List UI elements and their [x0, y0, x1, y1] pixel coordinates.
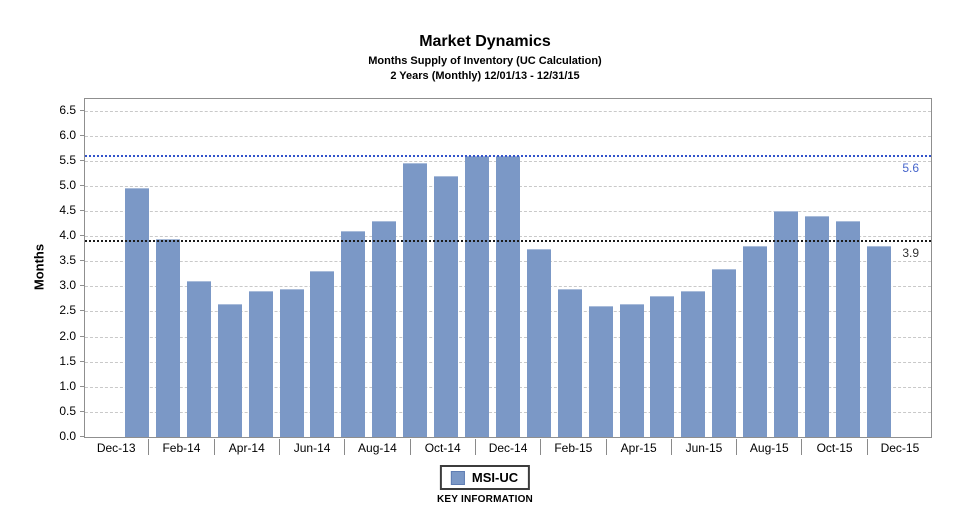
bar-jun-14 — [310, 271, 335, 437]
x-tick-label-aug-14: Aug-14 — [344, 439, 409, 455]
x-axis-labels: Dec-13 Feb-14 Apr-14 Jun-14 Aug-14 Oct-14 Dec-… — [84, 439, 932, 455]
bar-aug-14 — [372, 221, 397, 437]
y-tick-label: 6.0 — [59, 127, 76, 142]
bar-jul-14 — [341, 231, 366, 437]
bar-may-15 — [650, 296, 675, 437]
bar-jan-15 — [526, 248, 551, 437]
x-tick-label-feb-15: Feb-15 — [540, 439, 605, 455]
bar-sep-15 — [774, 211, 799, 437]
bar-dec-14 — [495, 155, 520, 437]
x-tick-label-feb-14: Feb-14 — [148, 439, 213, 455]
reference-line-3.9 — [85, 240, 931, 243]
y-tick-mark — [80, 360, 84, 362]
x-tick-label-jun-15: Jun-15 — [670, 439, 736, 455]
y-tick-label: 4.5 — [59, 202, 76, 217]
legend: MSI-UC — [439, 465, 531, 490]
x-tick-label-dec-13: Dec-13 — [96, 441, 136, 455]
y-tick-label: 1.5 — [59, 353, 76, 368]
reference-line-label-5.6: 5.6 — [902, 160, 919, 175]
plot-area: 5.6 3.9 — [84, 98, 932, 438]
x-tick-label-dec-15: Dec-15 — [866, 439, 932, 455]
key-information-label: KEY INFORMATION — [437, 494, 533, 505]
x-tick-label-jun-14: Jun-14 — [278, 439, 344, 455]
bar-jan-14 — [155, 238, 180, 437]
y-tick-mark — [80, 209, 84, 211]
legend-swatch-icon — [450, 470, 465, 485]
gridline — [85, 110, 931, 112]
x-tick-label-aug-15: Aug-15 — [736, 439, 801, 455]
y-tick-mark — [80, 134, 84, 136]
y-tick-label: 2.0 — [59, 328, 76, 343]
y-tick-label: 4.0 — [59, 228, 76, 243]
bar-feb-15 — [557, 288, 582, 437]
bar-aug-15 — [743, 246, 768, 437]
y-tick-label: 2.5 — [59, 303, 76, 318]
y-tick-label: 0.0 — [59, 429, 76, 443]
bar-mar-14 — [217, 303, 242, 437]
reference-line-5.6 — [85, 154, 931, 157]
bar-oct-15 — [804, 216, 829, 437]
y-tick-mark — [80, 235, 84, 237]
legend-label: MSI-UC — [471, 470, 519, 485]
bar-feb-14 — [186, 281, 211, 437]
y-tick-label: 1.0 — [59, 378, 76, 393]
bar-dec-13 — [125, 188, 149, 437]
y-tick-mark — [80, 285, 84, 287]
bar-may-14 — [279, 288, 304, 437]
bar-jul-15 — [712, 268, 737, 437]
gridline — [85, 135, 931, 137]
y-tick-mark — [80, 335, 84, 337]
reference-line-label-3.9: 3.9 — [902, 246, 919, 261]
bar-jun-15 — [681, 291, 706, 437]
bar-nov-14 — [464, 155, 489, 437]
y-tick-label: 5.5 — [59, 152, 76, 167]
y-tick-mark — [80, 410, 84, 412]
x-tick-label-apr-15: Apr-15 — [605, 439, 671, 455]
chart-subtitle-line2: 2 Years (Monthly) 12/01/13 - 12/31/15 — [390, 70, 580, 82]
bar-mar-15 — [588, 306, 613, 437]
bar-apr-14 — [248, 291, 273, 437]
bar-apr-15 — [619, 303, 644, 437]
bar-sep-14 — [403, 163, 428, 437]
y-tick-mark — [80, 159, 84, 161]
x-tick-label-dec-14: Dec-14 — [474, 439, 540, 455]
x-tick-label-apr-14: Apr-14 — [213, 439, 279, 455]
y-tick-label: 5.0 — [59, 177, 76, 192]
bar-oct-14 — [434, 175, 459, 437]
y-tick-mark — [80, 385, 84, 387]
y-tick-mark — [80, 109, 84, 111]
y-tick-mark — [80, 260, 84, 262]
bar-nov-15 — [835, 221, 860, 437]
x-tick-label-oct-14: Oct-14 — [409, 439, 475, 455]
x-tick-label-oct-15: Oct-15 — [801, 439, 866, 455]
chart-subtitle-line1: Months Supply of Inventory (UC Calculati… — [368, 55, 602, 67]
chart-title: Market Dynamics — [419, 33, 551, 50]
y-tick-label: 0.5 — [59, 403, 76, 418]
y-tick-label: 3.0 — [59, 278, 76, 293]
bars-container — [125, 99, 891, 437]
y-tick-mark — [80, 310, 84, 312]
y-tick-label: 6.5 — [59, 102, 76, 117]
bar-dec-15 — [866, 246, 891, 437]
y-tick-mark — [80, 436, 84, 437]
y-tick-mark — [80, 184, 84, 186]
y-tick-label: 3.5 — [59, 253, 76, 268]
